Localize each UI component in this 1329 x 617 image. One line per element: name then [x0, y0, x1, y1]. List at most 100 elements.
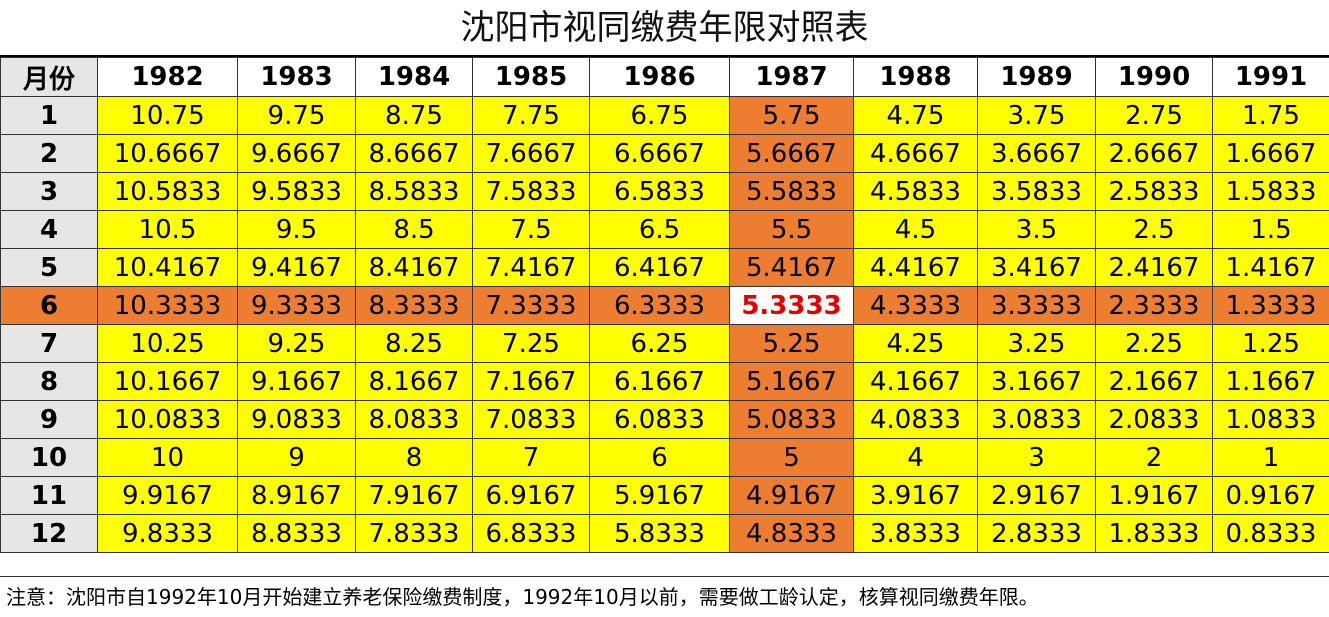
value-cell[interactable]: 10.3333 — [97, 286, 238, 325]
value-cell[interactable]: 3.0833 — [977, 400, 1096, 439]
value-cell[interactable]: 5 — [729, 438, 854, 477]
value-cell[interactable]: 8.1667 — [355, 362, 473, 401]
value-cell[interactable]: 7.1667 — [472, 362, 590, 401]
selected-value-cell[interactable]: 5.3333 — [729, 286, 854, 325]
value-cell[interactable]: 6.5 — [589, 210, 730, 249]
month-label-cell[interactable]: 6 — [0, 286, 98, 325]
value-cell[interactable]: 9.4167 — [237, 248, 356, 287]
value-cell[interactable]: 9.0833 — [237, 400, 356, 439]
value-cell[interactable]: 10.5 — [97, 210, 238, 249]
year-header-cell[interactable]: 1986 — [589, 57, 730, 97]
value-cell[interactable]: 1.25 — [1212, 324, 1329, 363]
value-cell[interactable]: 2.0833 — [1095, 400, 1213, 439]
value-cell[interactable]: 6.8333 — [472, 514, 590, 553]
value-cell[interactable]: 7.8333 — [355, 514, 473, 553]
value-cell[interactable]: 9.5833 — [237, 172, 356, 211]
value-cell[interactable]: 9.9167 — [97, 476, 238, 515]
value-cell[interactable]: 4.3333 — [853, 286, 978, 325]
value-cell[interactable]: 0.8333 — [1212, 514, 1329, 553]
value-cell[interactable]: 10.6667 — [97, 134, 238, 173]
value-cell[interactable]: 2.6667 — [1095, 134, 1213, 173]
value-cell[interactable]: 2.9167 — [977, 476, 1096, 515]
value-cell[interactable]: 1.8333 — [1095, 514, 1213, 553]
value-cell[interactable]: 2 — [1095, 438, 1213, 477]
value-cell[interactable]: 1.9167 — [1095, 476, 1213, 515]
month-label-cell[interactable]: 2 — [0, 134, 98, 173]
value-cell[interactable]: 3 — [977, 438, 1096, 477]
value-cell[interactable]: 1.3333 — [1212, 286, 1329, 325]
year-header-cell[interactable]: 1982 — [97, 57, 238, 97]
value-cell[interactable]: 5.0833 — [729, 400, 854, 439]
value-cell[interactable]: 9.6667 — [237, 134, 356, 173]
value-cell[interactable]: 3.5 — [977, 210, 1096, 249]
value-cell[interactable]: 7.75 — [472, 96, 590, 135]
value-cell[interactable]: 10.1667 — [97, 362, 238, 401]
value-cell[interactable]: 3.1667 — [977, 362, 1096, 401]
value-cell[interactable]: 1.75 — [1212, 96, 1329, 135]
value-cell[interactable]: 4.5833 — [853, 172, 978, 211]
value-cell[interactable]: 8.4167 — [355, 248, 473, 287]
month-label-cell[interactable]: 8 — [0, 362, 98, 401]
value-cell[interactable]: 3.6667 — [977, 134, 1096, 173]
value-cell[interactable]: 6.4167 — [589, 248, 730, 287]
value-cell[interactable]: 2.5 — [1095, 210, 1213, 249]
value-cell[interactable]: 9.75 — [237, 96, 356, 135]
value-cell[interactable]: 9.5 — [237, 210, 356, 249]
value-cell[interactable]: 9 — [237, 438, 356, 477]
value-cell[interactable]: 8.3333 — [355, 286, 473, 325]
value-cell[interactable]: 6.9167 — [472, 476, 590, 515]
value-cell[interactable]: 1.5 — [1212, 210, 1329, 249]
value-cell[interactable]: 3.5833 — [977, 172, 1096, 211]
value-cell[interactable]: 7.3333 — [472, 286, 590, 325]
value-cell[interactable]: 3.3333 — [977, 286, 1096, 325]
value-cell[interactable]: 2.25 — [1095, 324, 1213, 363]
value-cell[interactable]: 9.1667 — [237, 362, 356, 401]
value-cell[interactable]: 7.5 — [472, 210, 590, 249]
value-cell[interactable]: 8.5833 — [355, 172, 473, 211]
year-header-cell[interactable]: 1987 — [729, 57, 854, 97]
value-cell[interactable]: 5.8333 — [589, 514, 730, 553]
month-label-cell[interactable]: 12 — [0, 514, 98, 553]
value-cell[interactable]: 1 — [1212, 438, 1329, 477]
year-header-cell[interactable]: 1990 — [1095, 57, 1213, 97]
value-cell[interactable]: 7.0833 — [472, 400, 590, 439]
value-cell[interactable]: 5.75 — [729, 96, 854, 135]
value-cell[interactable]: 5.5 — [729, 210, 854, 249]
year-header-cell[interactable]: 1985 — [472, 57, 590, 97]
value-cell[interactable]: 5.25 — [729, 324, 854, 363]
value-cell[interactable]: 4.8333 — [729, 514, 854, 553]
value-cell[interactable]: 4.1667 — [853, 362, 978, 401]
month-label-cell[interactable]: 9 — [0, 400, 98, 439]
month-label-cell[interactable]: 3 — [0, 172, 98, 211]
value-cell[interactable]: 2.1667 — [1095, 362, 1213, 401]
year-header-cell[interactable]: 1989 — [977, 57, 1096, 97]
value-cell[interactable]: 3.8333 — [853, 514, 978, 553]
value-cell[interactable]: 10.75 — [97, 96, 238, 135]
value-cell[interactable]: 3.25 — [977, 324, 1096, 363]
value-cell[interactable]: 3.9167 — [853, 476, 978, 515]
value-cell[interactable]: 4.9167 — [729, 476, 854, 515]
year-header-cell[interactable]: 1983 — [237, 57, 356, 97]
value-cell[interactable]: 6 — [589, 438, 730, 477]
value-cell[interactable]: 6.5833 — [589, 172, 730, 211]
month-label-cell[interactable]: 1 — [0, 96, 98, 135]
month-label-cell[interactable]: 10 — [0, 438, 98, 477]
value-cell[interactable]: 6.25 — [589, 324, 730, 363]
value-cell[interactable]: 5.1667 — [729, 362, 854, 401]
value-cell[interactable]: 5.9167 — [589, 476, 730, 515]
value-cell[interactable]: 8.8333 — [237, 514, 356, 553]
value-cell[interactable]: 10.4167 — [97, 248, 238, 287]
year-header-cell[interactable]: 1988 — [853, 57, 978, 97]
month-label-cell[interactable]: 7 — [0, 324, 98, 363]
value-cell[interactable]: 6.6667 — [589, 134, 730, 173]
value-cell[interactable]: 4 — [853, 438, 978, 477]
value-cell[interactable]: 4.6667 — [853, 134, 978, 173]
value-cell[interactable]: 2.75 — [1095, 96, 1213, 135]
value-cell[interactable]: 6.75 — [589, 96, 730, 135]
value-cell[interactable]: 8.75 — [355, 96, 473, 135]
year-header-cell[interactable]: 1984 — [355, 57, 473, 97]
value-cell[interactable]: 6.0833 — [589, 400, 730, 439]
value-cell[interactable]: 8.9167 — [237, 476, 356, 515]
value-cell[interactable]: 1.4167 — [1212, 248, 1329, 287]
value-cell[interactable]: 2.8333 — [977, 514, 1096, 553]
